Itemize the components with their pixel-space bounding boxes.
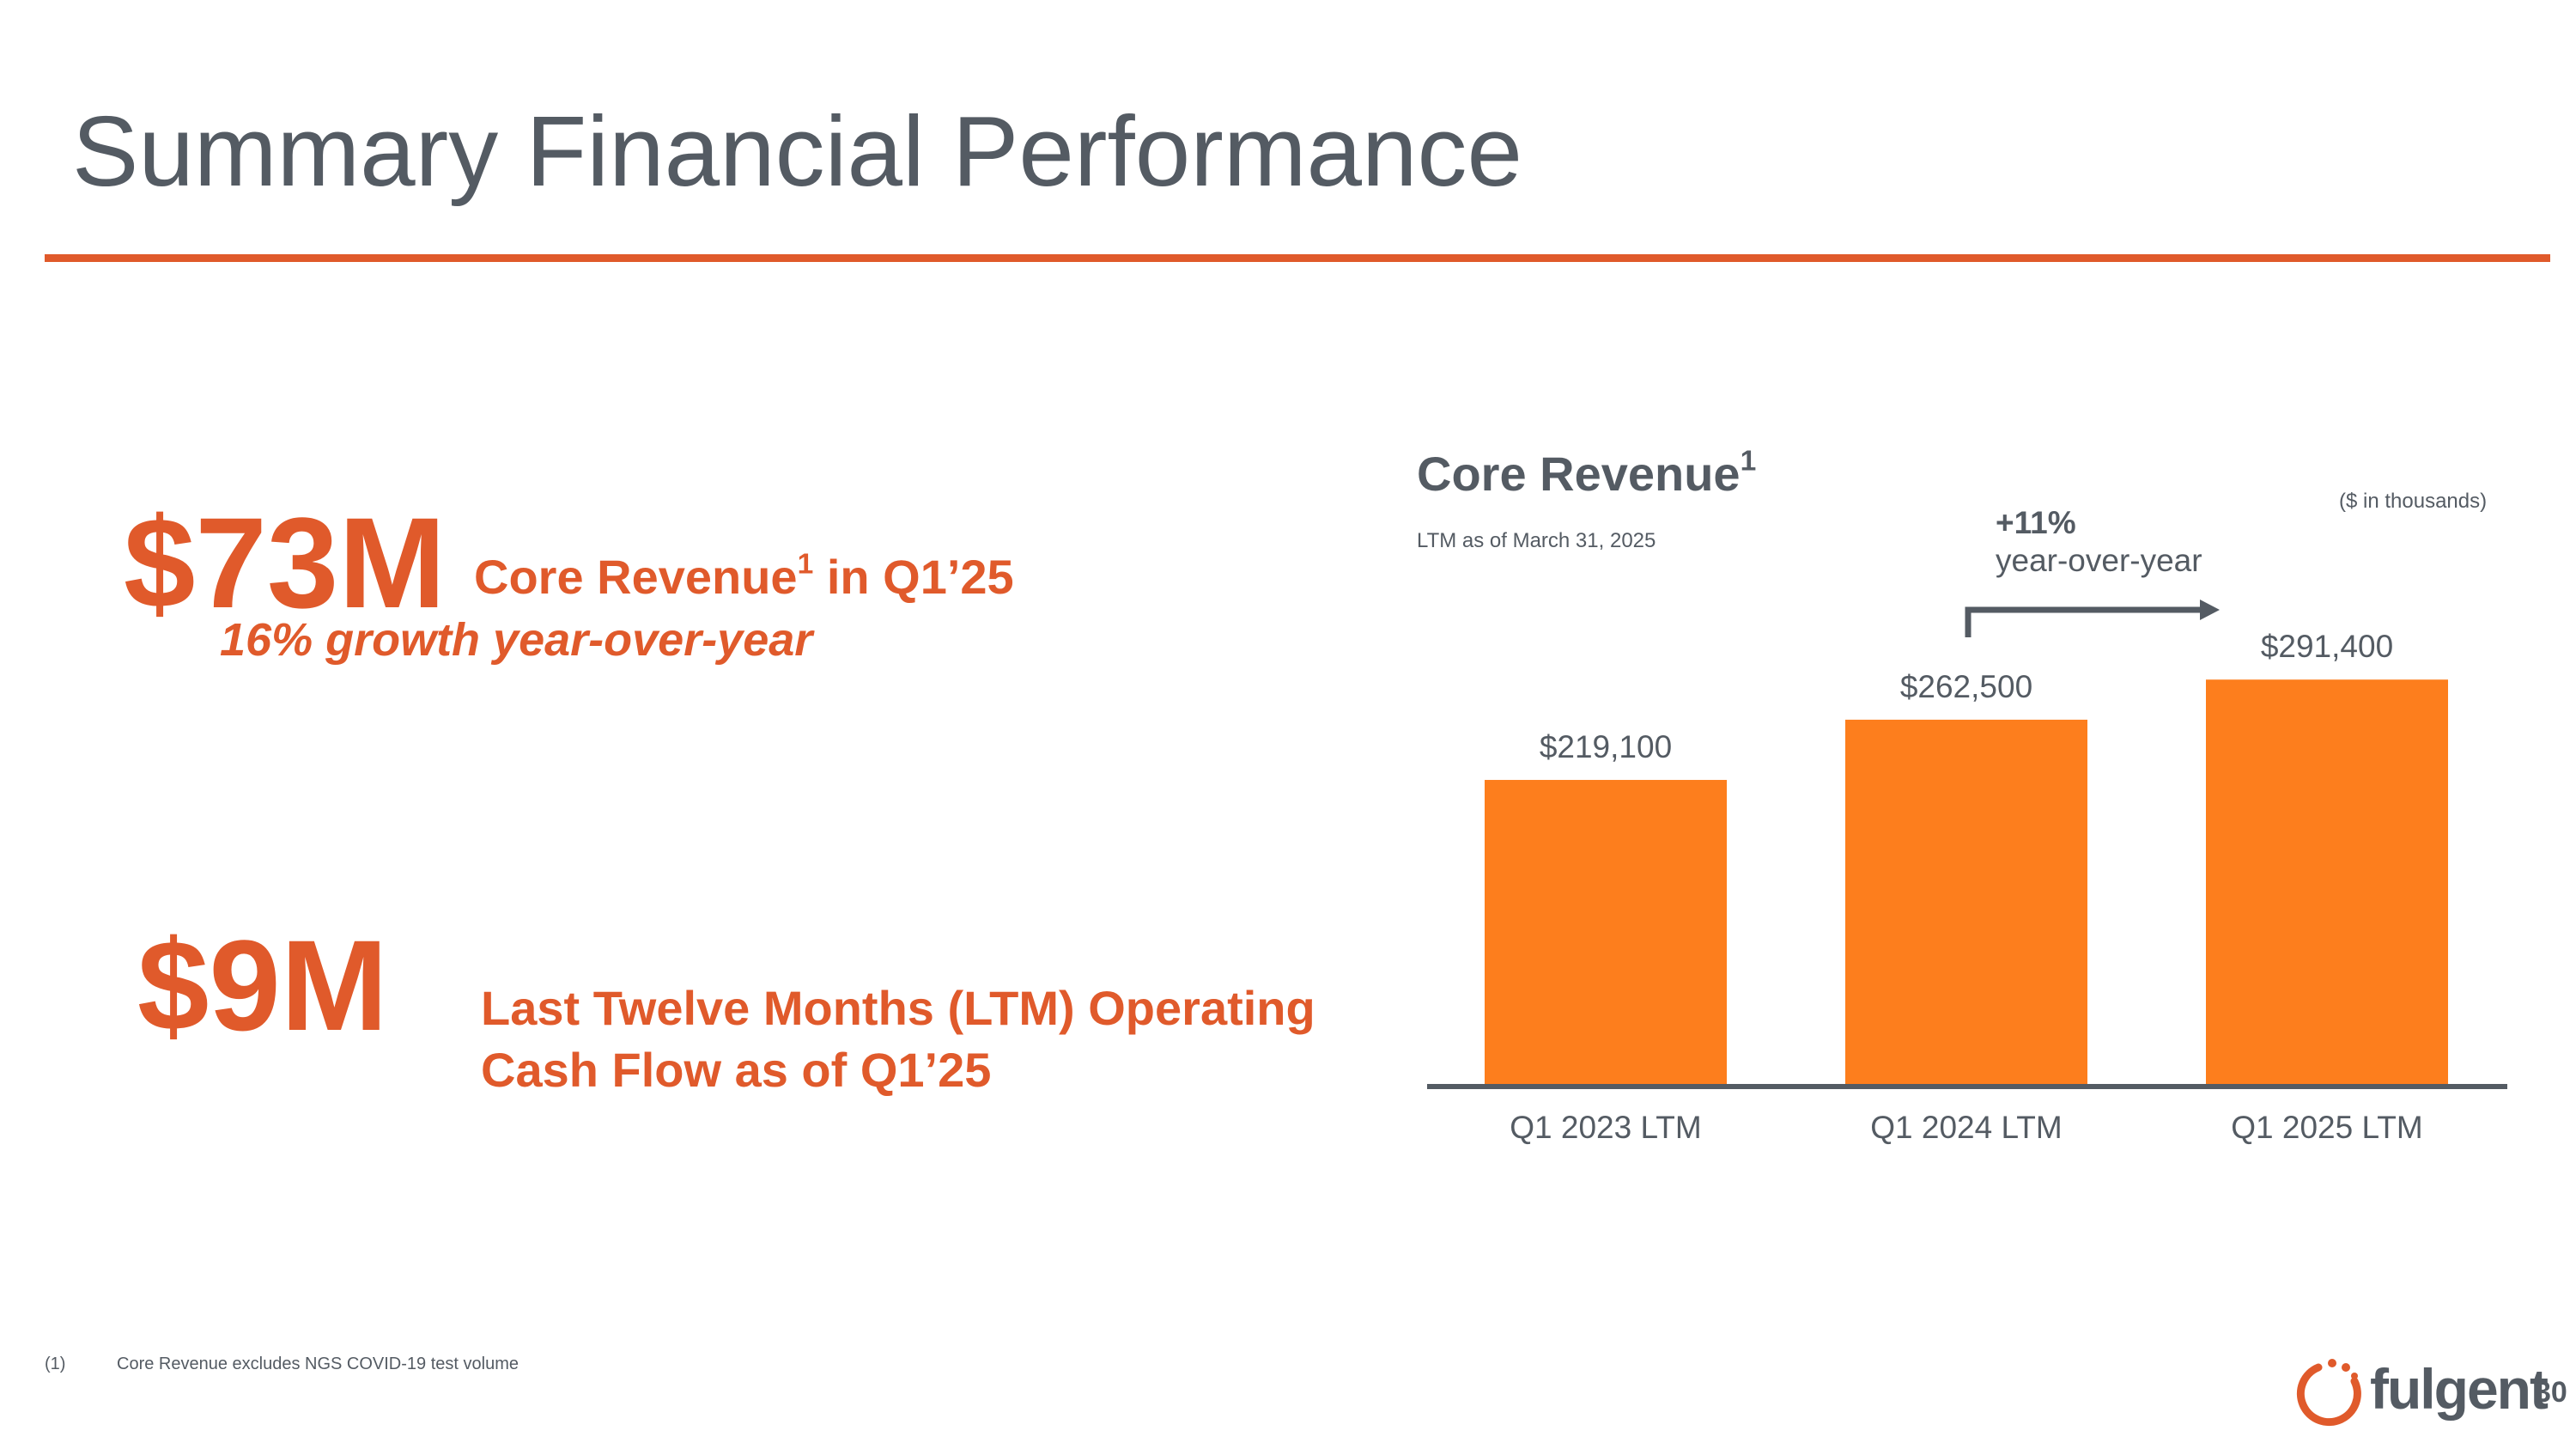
chart-units-note: ($ in thousands) <box>2339 490 2488 513</box>
yoy-label: year-over-year <box>1996 543 2202 578</box>
bar-value-label: $219,100 <box>1540 729 1672 764</box>
chart-title: Core Revenue1 <box>1417 445 1757 501</box>
bar-q1-2024-ltm <box>1845 719 2087 1084</box>
kpi-revenue-growth: 16% growth year-over-year <box>220 614 813 666</box>
footnote-text: Core Revenue excludes NGS COVID-19 test … <box>117 1355 519 1373</box>
bar-q1-2025-ltm <box>2206 679 2448 1084</box>
chart-subtitle: LTM as of March 31, 2025 <box>1417 529 1656 552</box>
fulgent-logo-icon <box>2296 1359 2361 1427</box>
x-tick-label: Q1 2025 LTM <box>2231 1110 2422 1145</box>
fulgent-logo-text: fulgent <box>2370 1357 2549 1421</box>
x-tick-label: Q1 2023 LTM <box>1510 1110 1701 1145</box>
page-number: 30 <box>2535 1376 2567 1409</box>
footnote-number: (1) <box>45 1355 66 1373</box>
kpi-cashflow-value: $9M <box>137 913 388 1057</box>
kpi-revenue-label: Core Revenue1 in Q1’25 <box>474 548 1014 604</box>
yoy-growth-arrow <box>1965 600 2220 637</box>
kpi-revenue-value: $73M <box>124 490 447 635</box>
bar-q1-2023-ltm <box>1485 780 1727 1084</box>
kpi-cashflow-label-line2: Cash Flow as of Q1’25 <box>481 1043 992 1097</box>
core-revenue-chart: $219,100 $262,500 $291,400 Q1 2023 LTM Q1 2… <box>1427 600 2507 1145</box>
bar-value-label: $291,400 <box>2261 629 2393 664</box>
page-title: Summary Financial Performance <box>72 95 1523 207</box>
kpi-cashflow-label-line1: Last Twelve Months (LTM) Operating <box>481 981 1315 1035</box>
bar-value-label: $262,500 <box>1900 669 2032 704</box>
title-divider <box>45 254 2550 262</box>
x-tick-label: Q1 2024 LTM <box>1870 1110 2062 1145</box>
yoy-percent: +11% <box>1996 505 2076 540</box>
